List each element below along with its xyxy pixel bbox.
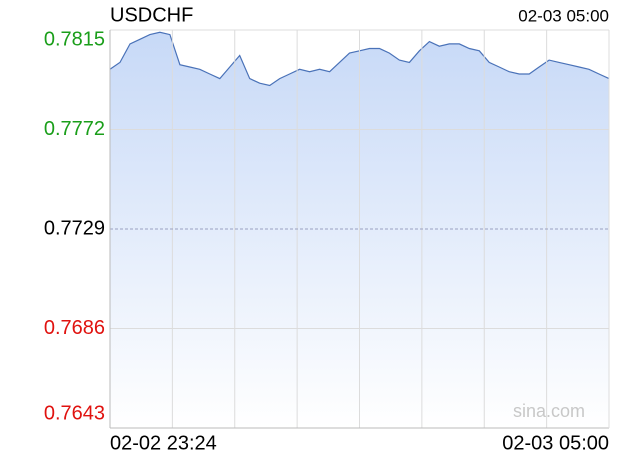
y-tick-label: 0.7643 xyxy=(44,402,105,424)
timestamp: 02-03 05:00 xyxy=(518,6,609,25)
y-tick-label: 0.7729 xyxy=(44,217,105,239)
y-tick-label: 0.7815 xyxy=(44,28,105,50)
chart-title: USDCHF xyxy=(110,4,193,26)
watermark: sina.com xyxy=(513,401,585,421)
x-tick-label: 02-03 05:00 xyxy=(502,432,609,454)
y-tick-label: 0.7772 xyxy=(44,118,105,140)
y-tick-label: 0.7686 xyxy=(44,317,105,339)
x-tick-label: 02-02 23:24 xyxy=(110,432,217,454)
